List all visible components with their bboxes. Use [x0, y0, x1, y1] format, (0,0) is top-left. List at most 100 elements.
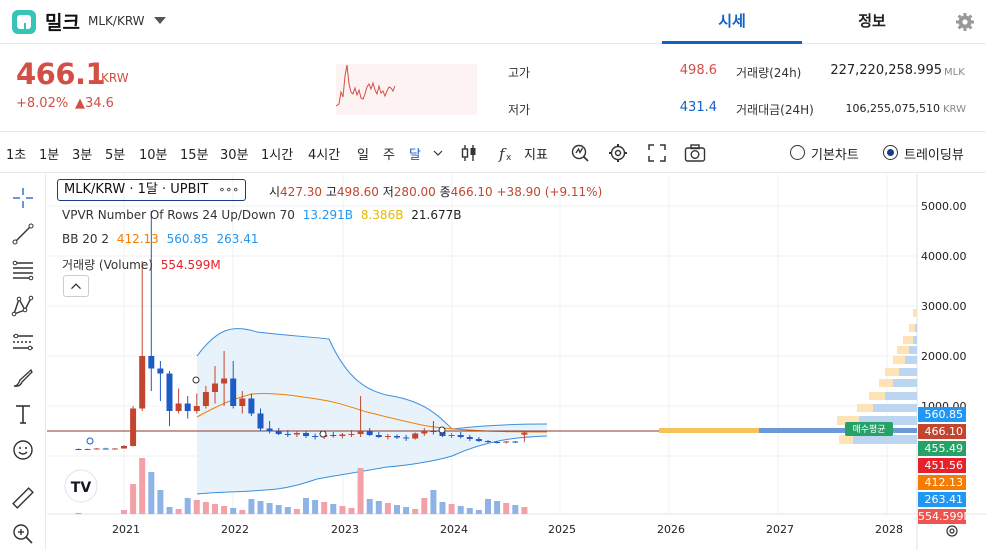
svg-text:x: x — [506, 153, 512, 163]
alert-icon[interactable] — [570, 143, 590, 163]
fx-icon[interactable]: f x — [497, 143, 517, 163]
vpvr-bar — [759, 428, 849, 433]
volume-unit: MLK — [944, 67, 965, 78]
event-marker[interactable] — [86, 437, 94, 445]
event-marker[interactable] — [192, 376, 200, 384]
ohlc-legend: 시427.30 고498.60 저280.00 종466.10 +38.90 (… — [269, 185, 603, 199]
event-marker[interactable] — [319, 430, 327, 438]
trend-line-icon[interactable] — [11, 222, 35, 246]
amount-unit: KRW — [943, 104, 966, 115]
bb-lower-tag: 263.41 — [918, 492, 966, 507]
year-label: 2026 — [657, 523, 685, 536]
tab-quote[interactable]: 시세 — [662, 0, 802, 44]
tf-4h[interactable]: 4시간 — [308, 148, 341, 163]
emoji-icon[interactable] — [11, 438, 35, 462]
tab-info[interactable]: 정보 — [858, 12, 886, 30]
volume-bars — [75, 458, 528, 514]
amount-label: 거래대금(24H) — [736, 103, 814, 117]
tf-1s[interactable]: 1초 — [6, 148, 27, 163]
brush-icon[interactable] — [11, 366, 35, 390]
header: 밀크 MLK/KRW 시세 정보 — [0, 0, 986, 44]
year-label: 2028 — [875, 523, 903, 536]
bb-upper-line — [196, 328, 548, 430]
fullscreen-icon[interactable] — [647, 143, 667, 163]
low-label: 저가 — [508, 103, 531, 117]
chart-toolbar: 1초 1분 3분 5분 10분 15분 30분 1시간 4시간 일 주 달 f … — [0, 133, 986, 173]
last-price-tag: 466.10 — [918, 424, 966, 439]
year-label: 2027 — [766, 523, 794, 536]
dropdown-caret-icon[interactable] — [432, 147, 444, 159]
tf-month[interactable]: 달 — [409, 148, 421, 163]
symbol-title: MLK/KRW · 1달 · UPBIT — [64, 182, 209, 197]
trading-view-label[interactable]: 트레이딩뷰 — [904, 148, 964, 163]
more-icon[interactable]: ∘∘∘ — [218, 183, 240, 196]
high-label: 고가 — [508, 66, 531, 80]
axis-label: 4000.00 — [921, 250, 967, 263]
tf-3m[interactable]: 3분 — [72, 148, 93, 163]
tf-15m[interactable]: 15분 — [180, 148, 209, 163]
price-tag: 451.56 — [918, 458, 966, 473]
year-label: 2024 — [440, 523, 468, 536]
volume-legend: 거래량 (Volume) 554.599M — [62, 258, 221, 272]
chart-settings-icon[interactable] — [944, 523, 960, 539]
price-currency: KRW — [101, 71, 129, 85]
settings-icon[interactable] — [608, 143, 628, 163]
change-amount: ▲34.6 — [75, 96, 114, 111]
gear-icon[interactable] — [955, 12, 975, 32]
tf-1h[interactable]: 1시간 — [261, 148, 294, 163]
vpvr-profile-down — [859, 324, 917, 425]
vpvr-bar — [659, 428, 759, 433]
drawing-tools — [0, 174, 46, 550]
indicator-button[interactable]: 지표 — [524, 148, 548, 163]
avg-price-tag: 455.49 — [918, 441, 966, 456]
crosshair-icon[interactable] — [11, 186, 35, 210]
bb-upper-tag: 560.85 — [918, 407, 966, 422]
year-label: 2025 — [548, 523, 576, 536]
collapse-legend-button[interactable] — [63, 275, 89, 297]
trading-view-radio[interactable] — [883, 145, 898, 160]
tf-5m[interactable]: 5분 — [105, 148, 126, 163]
basic-chart-label[interactable]: 기본차트 — [811, 148, 859, 163]
change-percent: +8.02% — [16, 96, 69, 111]
event-marker[interactable] — [438, 426, 446, 434]
avg-buy-tag-bg — [845, 422, 893, 436]
candlesticks — [75, 211, 528, 450]
coin-pair[interactable]: MLK/KRW — [88, 14, 145, 28]
axis-label: 2000.00 — [921, 350, 967, 363]
chevron-down-icon[interactable] — [154, 17, 166, 24]
tf-week[interactable]: 주 — [383, 148, 395, 163]
ticker-panel: 466.1 KRW +8.02% ▲34.6 고가 498.6 저가 431.4… — [0, 44, 986, 132]
channel-icon[interactable] — [11, 330, 35, 354]
candle-type-icon[interactable] — [459, 143, 479, 163]
bb-legend: BB 20 2 412.13 560.85 263.41 — [62, 232, 259, 246]
bb-lower-line — [196, 435, 548, 495]
svg-text:f: f — [498, 145, 507, 163]
vpvr-legend: VPVR Number Of Rows 24 Up/Down 70 13.291… — [62, 208, 462, 222]
axis-label: 5000.00 — [921, 200, 967, 213]
volume-tag: 554.599M — [918, 509, 966, 524]
basic-chart-radio[interactable] — [790, 145, 805, 160]
camera-icon[interactable] — [684, 143, 706, 163]
pattern-icon[interactable] — [11, 294, 35, 318]
volume-value: 227,220,258.995 — [830, 63, 942, 78]
bb-basis-tag: 412.13 — [918, 475, 966, 490]
year-label: 2021 — [112, 523, 140, 536]
year-label: 2023 — [331, 523, 359, 536]
tf-1m[interactable]: 1분 — [39, 148, 60, 163]
amount-value: 106,255,075,510 — [845, 102, 940, 115]
text-icon[interactable] — [11, 402, 35, 426]
chart-canvas[interactable]: 매수평균 TV — [47, 174, 986, 550]
vpvr-bar — [853, 435, 917, 444]
tf-30m[interactable]: 30분 — [220, 148, 249, 163]
symbol-legend[interactable]: MLK/KRW · 1달 · UPBIT ∘∘∘ — [57, 179, 247, 201]
year-label: 2022 — [221, 523, 249, 536]
zoom-in-icon[interactable] — [11, 522, 35, 546]
high-value: 498.6 — [679, 63, 717, 78]
ruler-icon[interactable] — [11, 486, 35, 510]
fib-lines-icon[interactable] — [11, 258, 35, 282]
price-chart[interactable]: 매수평균 TV MLK/KRW · 1달 · UPBIT ∘∘∘ 시427.30… — [47, 174, 986, 550]
tradingview-logo-icon — [64, 469, 98, 503]
milk-logo-icon — [12, 10, 36, 34]
tf-10m[interactable]: 10분 — [139, 148, 168, 163]
tf-day[interactable]: 일 — [357, 148, 369, 163]
